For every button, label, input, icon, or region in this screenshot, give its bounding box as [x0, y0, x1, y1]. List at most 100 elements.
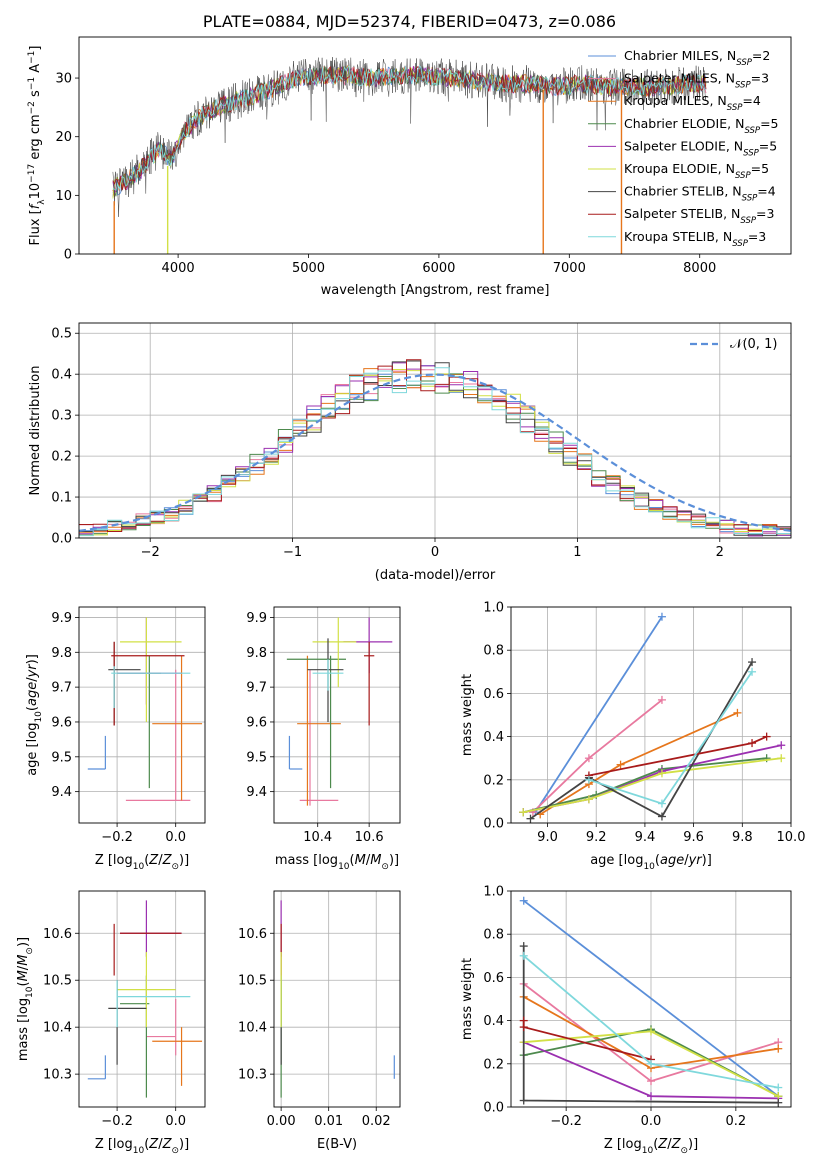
x-tick-label: 5000: [292, 261, 325, 276]
y-tick-label: 0.2: [51, 450, 72, 465]
y-tick-label: 10: [55, 189, 72, 204]
y-tick-label: 0.0: [483, 1101, 504, 1116]
y-axis-label: mass weight: [460, 674, 475, 756]
y-tick-label: 0.4: [483, 730, 504, 745]
y-tick-label: 9.8: [246, 646, 267, 661]
y-tick-label: 9.5: [51, 750, 72, 765]
y-tick-label: 10.6: [43, 927, 72, 942]
weight-line: [523, 757, 782, 814]
y-tick-label: 0.8: [483, 644, 504, 659]
weight-line: [534, 616, 663, 813]
spectrum-line: [112, 65, 707, 191]
normal-curve: [79, 373, 791, 532]
y-tick-label: 0.6: [483, 687, 504, 702]
weight-line: [529, 661, 753, 820]
error-crosses: [87, 617, 203, 801]
x-tick-label: 8000: [683, 261, 716, 276]
y-tick-label: 0.3: [51, 409, 72, 424]
legend-label: Kroupa MILES, NSSP=4: [624, 93, 761, 113]
legend-label: 𝒩(0, 1): [730, 337, 777, 352]
x-axis-label: mass [log10(M/M⊙)]: [275, 853, 399, 872]
residual-histogram: [79, 367, 791, 537]
legend-label: Salpeter MILES, NSSP=3: [624, 71, 769, 91]
spectrum-line: [112, 57, 707, 217]
y-tick-label: 0.8: [483, 928, 504, 943]
x-tick-label: −2: [141, 545, 160, 560]
y-tick-label: 9.6: [51, 715, 72, 730]
y-tick-label: 0.0: [483, 817, 504, 832]
figure-title: PLATE=0884, MJD=52374, FIBERID=0473, z=0…: [202, 12, 617, 31]
spectrum-lines: [112, 57, 707, 254]
x-tick-label: 9.6: [683, 830, 704, 845]
legend-label: Chabrier MILES, NSSP=2: [624, 48, 770, 68]
y-tick-label: 9.8: [51, 646, 72, 661]
x-tick-label: 0: [431, 545, 439, 560]
y-tick-label: 9.7: [51, 681, 72, 696]
y-tick-label: 9.7: [246, 681, 267, 696]
x-axis-label: Z [log10(Z/Z⊙)]: [95, 1137, 189, 1156]
y-tick-label: 10.5: [238, 974, 267, 989]
axes-frame: [78, 36, 792, 255]
y-tick-label: 20: [55, 130, 72, 145]
x-tick-label: 10.6: [355, 830, 384, 845]
x-tick-label: 2: [716, 545, 724, 560]
x-tick-label: 0.00: [267, 1114, 296, 1129]
y-tick-label: 10.4: [43, 1021, 72, 1036]
residual-histogram: [79, 359, 791, 532]
y-tick-label: 1.0: [483, 885, 504, 900]
legend-label: Salpeter STELIB, NSSP=3: [624, 206, 774, 226]
x-tick-label: −0.2: [101, 830, 133, 845]
x-tick-label: 4000: [162, 261, 195, 276]
axes-frame: [510, 606, 792, 824]
error-crosses: [280, 900, 395, 1098]
y-tick-label: 9.4: [246, 785, 267, 800]
y-tick-label: 0.6: [483, 971, 504, 986]
axes-frame: [78, 322, 792, 539]
error-crosses: [87, 900, 203, 1098]
axes-frame: [273, 606, 401, 824]
x-tick-label: 1: [573, 545, 581, 560]
weight-line: [522, 757, 767, 814]
y-tick-label: 10.3: [43, 1068, 72, 1083]
y-tick-label: 9.9: [51, 611, 72, 626]
spectrum-line: [112, 64, 707, 192]
legend-label: Chabrier STELIB, NSSP=4: [624, 184, 776, 204]
x-tick-label: 0.0: [641, 1114, 662, 1129]
y-tick-label: 9.4: [51, 785, 72, 800]
y-tick-label: 10.3: [238, 1068, 267, 1083]
x-tick-label: 0.0: [165, 1114, 186, 1129]
legend-label: Chabrier ELODIE, NSSP=5: [624, 116, 779, 136]
y-tick-label: 0: [64, 248, 72, 263]
y-tick-label: 0.2: [483, 1057, 504, 1072]
weight-line: [523, 899, 779, 1097]
y-tick-label: 0.5: [51, 327, 72, 342]
x-tick-label: 9.8: [732, 830, 753, 845]
x-tick-label: 9.4: [635, 830, 656, 845]
x-tick-label: 6000: [422, 261, 455, 276]
y-tick-label: 0.1: [51, 491, 72, 506]
y-tick-label: 10.4: [238, 1021, 267, 1036]
weight-lines: [519, 896, 783, 1107]
y-tick-label: 9.6: [246, 715, 267, 730]
x-axis-label: Z [log10(Z/Z⊙)]: [604, 1137, 698, 1156]
x-tick-label: 0.0: [165, 830, 186, 845]
residual-histograms: [79, 359, 791, 537]
error-crosses: [286, 617, 393, 806]
axes-frame: [78, 890, 206, 1108]
y-tick-label: 10.5: [43, 974, 72, 989]
y-tick-label: 1.0: [483, 601, 504, 616]
axes-frame: [273, 890, 401, 1108]
x-axis-label: Z [log10(Z/Z⊙)]: [95, 853, 189, 872]
x-axis-label: age [log10(age/yr)]: [590, 853, 712, 872]
x-tick-label: 0.2: [726, 1114, 747, 1129]
x-tick-label: 10.0: [777, 830, 806, 845]
x-tick-label: 0.02: [362, 1114, 391, 1129]
y-tick-label: 9.5: [246, 750, 267, 765]
y-tick-label: 10.6: [238, 927, 267, 942]
legend-label: Kroupa ELODIE, NSSP=5: [624, 161, 769, 181]
axes-frame: [78, 606, 206, 824]
x-axis-label: wavelength [Angstrom, rest frame]: [321, 283, 550, 298]
weight-line: [539, 711, 738, 816]
y-tick-label: 0.4: [51, 368, 72, 383]
